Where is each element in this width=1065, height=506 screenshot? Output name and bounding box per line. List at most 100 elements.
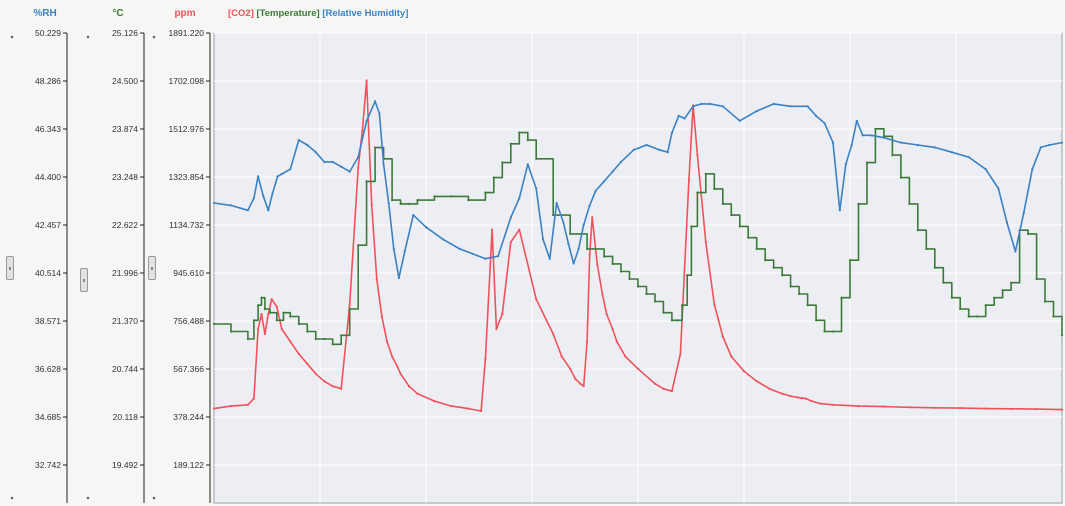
ppm-tick-label: 1134.732 xyxy=(169,220,204,230)
data-point xyxy=(772,102,775,105)
data-point xyxy=(535,187,538,190)
temp-axis-scroll-handle[interactable] xyxy=(80,268,88,292)
data-point xyxy=(555,201,558,205)
data-point xyxy=(348,170,351,173)
data-point xyxy=(314,337,317,341)
temp-tick-label: 20.744 xyxy=(112,364,138,374)
data-point xyxy=(535,157,538,160)
data-point xyxy=(676,319,680,322)
ppm-tick-label: 378.244 xyxy=(173,412,204,422)
data-point xyxy=(677,114,680,117)
data-point xyxy=(323,160,326,163)
temp-tick-label: 19.492 xyxy=(112,460,138,470)
ppm-tick-label: 189.122 xyxy=(173,460,204,470)
data-point xyxy=(518,228,521,231)
data-point xyxy=(275,305,278,308)
data-point xyxy=(441,238,445,241)
data-point xyxy=(297,352,300,355)
temp-tick-label: 20.118 xyxy=(113,412,139,422)
ppm-tick-label: 1891.220 xyxy=(169,28,205,38)
data-point xyxy=(857,405,860,408)
data-point xyxy=(509,216,512,219)
data-point xyxy=(552,332,555,336)
data-point xyxy=(831,141,835,144)
data-point xyxy=(492,176,495,179)
legend-text: [CO2] [Temperature] [Relative Humidity] xyxy=(228,8,408,19)
data-point xyxy=(670,319,674,322)
data-point xyxy=(768,387,771,390)
data-point xyxy=(1027,232,1030,235)
data-point xyxy=(874,127,877,130)
data-point xyxy=(810,400,813,403)
data-point xyxy=(424,226,428,229)
data-point xyxy=(535,298,538,301)
data-point xyxy=(984,168,987,171)
data-point xyxy=(586,340,589,343)
data-point xyxy=(509,241,512,244)
ppm-tick-label: 1702.098 xyxy=(169,76,205,86)
data-point xyxy=(484,357,487,360)
data-point xyxy=(306,362,309,365)
data-point xyxy=(1048,143,1051,147)
data-point xyxy=(594,189,597,192)
data-point xyxy=(378,112,381,115)
data-point xyxy=(601,293,604,296)
data-point xyxy=(289,315,292,318)
data-point xyxy=(882,136,886,139)
data-point xyxy=(596,263,599,266)
data-point xyxy=(246,337,249,341)
ppm-axis-scroll-handle[interactable] xyxy=(148,256,156,280)
data-point xyxy=(331,385,334,388)
data-point xyxy=(789,285,792,288)
data-point xyxy=(433,195,436,198)
data-point xyxy=(679,352,682,355)
data-point xyxy=(289,340,292,343)
data-point xyxy=(416,199,419,202)
data-point xyxy=(855,119,858,122)
data-point xyxy=(815,319,818,322)
data-point xyxy=(950,151,953,154)
rh-tick-label: 46.343 xyxy=(35,124,61,134)
data-point xyxy=(579,382,582,385)
data-point xyxy=(967,156,970,159)
data-point xyxy=(391,355,394,358)
plot-area xyxy=(212,32,1064,504)
data-point xyxy=(280,327,283,331)
data-point xyxy=(908,202,911,205)
data-point xyxy=(848,259,852,262)
ppm-axis-unit: ppm xyxy=(174,8,195,19)
data-point xyxy=(806,105,809,108)
data-point xyxy=(730,214,733,217)
data-point xyxy=(340,165,343,168)
data-point xyxy=(569,232,572,235)
data-point xyxy=(804,397,808,400)
data-point xyxy=(838,209,841,212)
rh-axis-scroll-handle[interactable] xyxy=(6,256,14,280)
data-point xyxy=(458,247,461,251)
data-point xyxy=(899,141,903,144)
data-point xyxy=(882,405,886,408)
data-point xyxy=(696,154,699,157)
data-point xyxy=(1052,315,1055,318)
rh-axis: %RH 50.229 48.286 46.343 44.400 42.457 40.514 3… xyxy=(33,8,68,503)
data-point xyxy=(260,313,263,316)
data-point xyxy=(267,313,270,316)
data-point xyxy=(433,400,436,403)
data-point xyxy=(314,151,317,154)
data-point xyxy=(252,197,255,200)
data-point xyxy=(798,292,801,296)
rh-axis-unit: %RH xyxy=(33,8,56,19)
data-point xyxy=(246,403,249,406)
data-point xyxy=(831,330,835,333)
data-point xyxy=(357,156,360,159)
ppm-axis: ppm 1891.220 1702.098 1512.976 1323.854 1134.… xyxy=(169,8,211,503)
data-point xyxy=(636,367,640,370)
data-point xyxy=(721,202,724,205)
data-point xyxy=(365,79,368,82)
data-point xyxy=(450,405,453,408)
data-point xyxy=(526,139,529,142)
data-point xyxy=(370,203,373,206)
data-point xyxy=(819,402,822,405)
temp-tick-label: 21.370 xyxy=(112,316,138,326)
